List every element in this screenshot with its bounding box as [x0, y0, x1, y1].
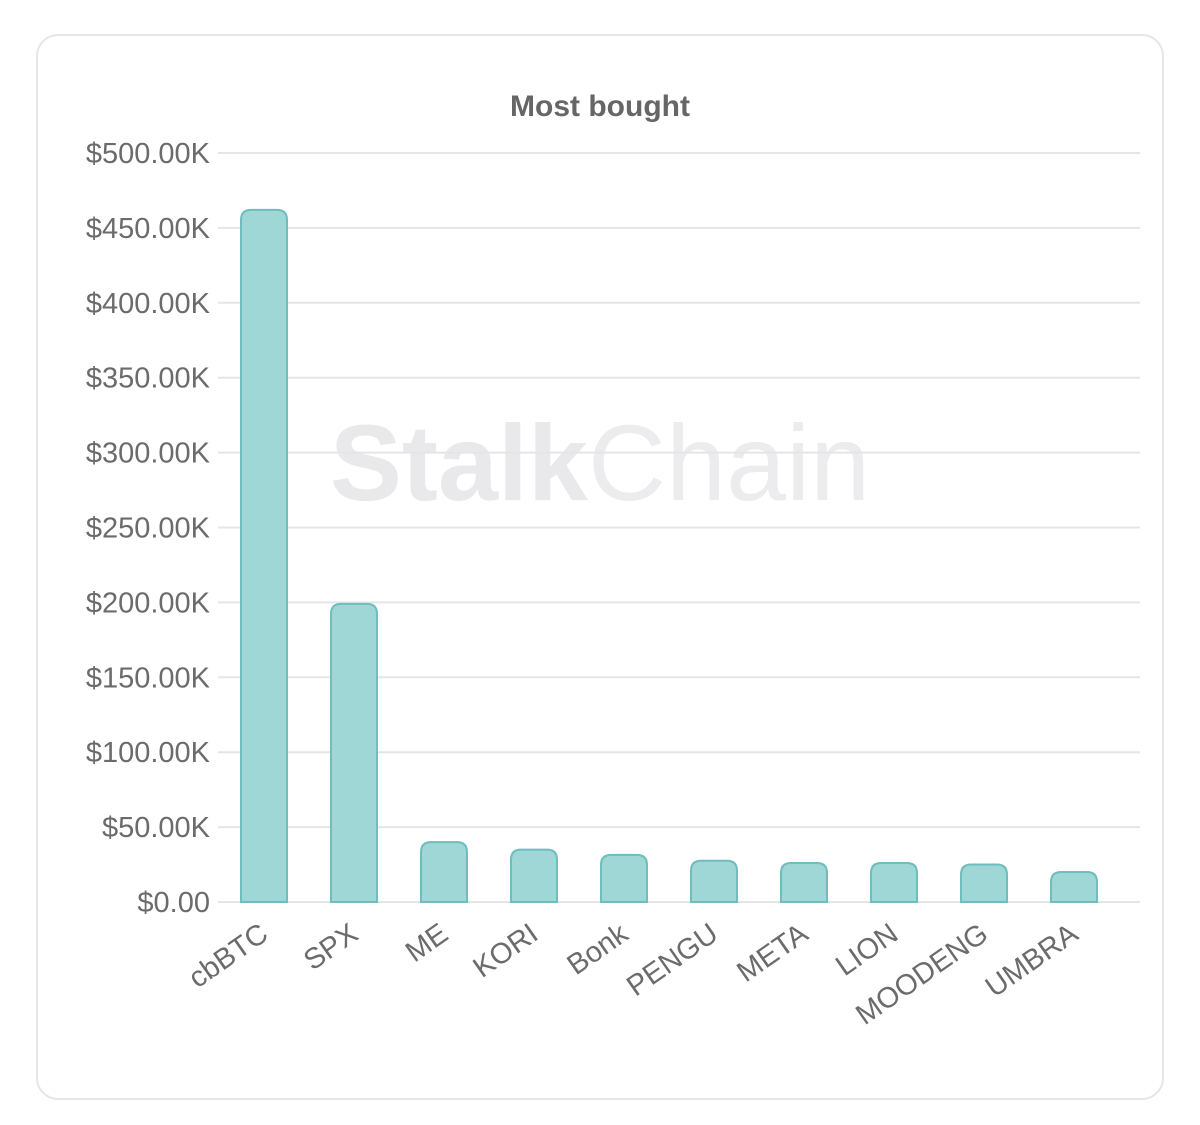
y-tick-label: $100.00K	[86, 737, 211, 769]
y-tick-label: $300.00K	[86, 438, 211, 470]
x-tick-label: UMBRA	[980, 917, 1085, 1004]
chart-card	[36, 34, 1164, 1100]
bar-me[interactable]	[420, 841, 468, 903]
bar-meta[interactable]	[780, 862, 828, 903]
y-tick-label: $450.00K	[86, 213, 211, 245]
bars	[240, 208, 1098, 903]
y-axis: $0.00 $50.00K $100.00K $150.00K $200.00K $250…	[86, 138, 211, 919]
watermark-text-bold: Stalk	[330, 402, 589, 523]
x-tick-label: META	[731, 917, 814, 989]
x-tick-label: Bonk	[562, 917, 635, 981]
x-tick-label: ME	[400, 918, 454, 969]
watermark: StalkChain	[330, 402, 870, 523]
svg-text:StalkChain: StalkChain	[330, 402, 870, 523]
bar-umbra[interactable]	[1050, 871, 1098, 903]
bar-moodeng[interactable]	[960, 863, 1008, 903]
x-tick-label: SPX	[298, 918, 364, 977]
y-tick-label: $350.00K	[86, 363, 211, 395]
y-tick-label: $500.00K	[86, 138, 211, 170]
bar-pengu[interactable]	[690, 859, 738, 903]
x-tick-label: LION	[830, 918, 904, 983]
y-tick-label: $150.00K	[86, 662, 211, 694]
bar-lion[interactable]	[870, 862, 918, 903]
bar-spx[interactable]	[330, 602, 378, 903]
y-tick-label: $50.00K	[102, 812, 211, 844]
y-tick-label: $200.00K	[86, 587, 211, 619]
bar-cbbtc[interactable]	[240, 208, 288, 903]
watermark-text-light: Chain	[588, 402, 870, 523]
y-tick-label: $400.00K	[86, 288, 211, 320]
chart-title: Most bought	[510, 90, 690, 123]
bar-kori[interactable]	[510, 848, 558, 903]
x-tick-label: cbBTC	[183, 918, 274, 995]
y-tick-label: $0.00	[137, 887, 210, 919]
x-tick-label: PENGU	[621, 918, 724, 1003]
x-tick-label: KORI	[468, 918, 544, 985]
bar-bonk[interactable]	[600, 853, 648, 903]
y-tick-label: $250.00K	[86, 513, 211, 545]
